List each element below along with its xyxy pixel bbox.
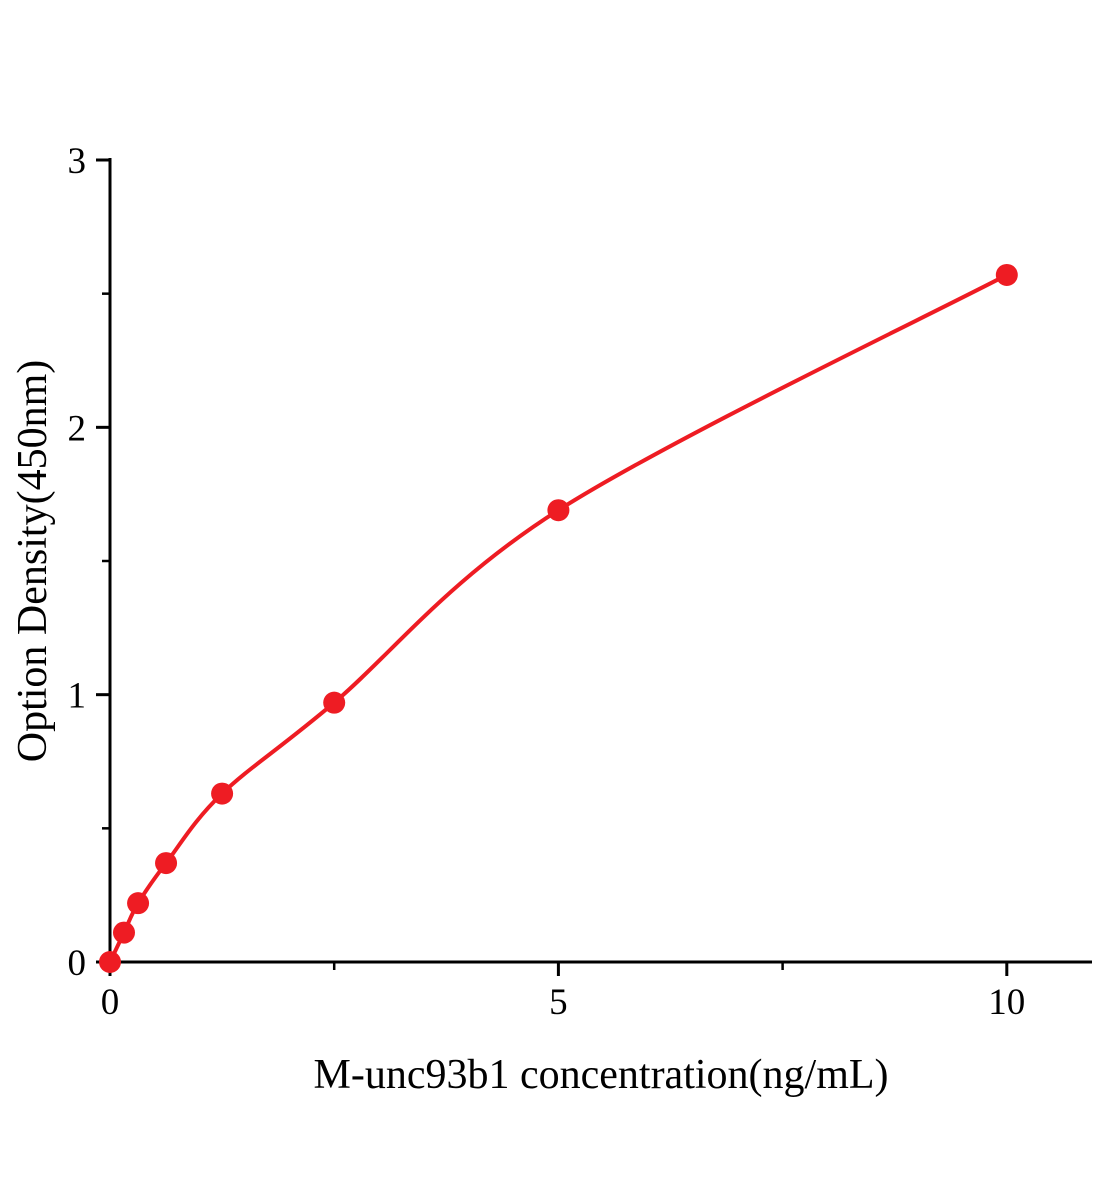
- fit-curve: [108, 272, 1009, 964]
- x-tick-label: 10: [988, 982, 1025, 1023]
- data-point: [547, 499, 570, 522]
- data-point: [99, 951, 121, 973]
- y-tick-label: 2: [68, 408, 87, 449]
- y-axis-title: Option Density(450nm): [10, 360, 56, 762]
- data-point: [995, 263, 1018, 286]
- y-tick-label: 0: [68, 943, 87, 984]
- data-point: [127, 892, 150, 915]
- data-point: [323, 691, 346, 714]
- y-tick-label: 3: [68, 141, 87, 182]
- x-tick-label: 0: [101, 982, 120, 1023]
- data-point: [155, 852, 178, 875]
- x-axis-title: M-unc93b1 concentration(ng/mL): [314, 1052, 889, 1098]
- data-point: [112, 921, 135, 944]
- x-tick-label: 5: [549, 982, 568, 1023]
- y-tick-label: 1: [68, 676, 87, 717]
- data-point: [211, 782, 234, 805]
